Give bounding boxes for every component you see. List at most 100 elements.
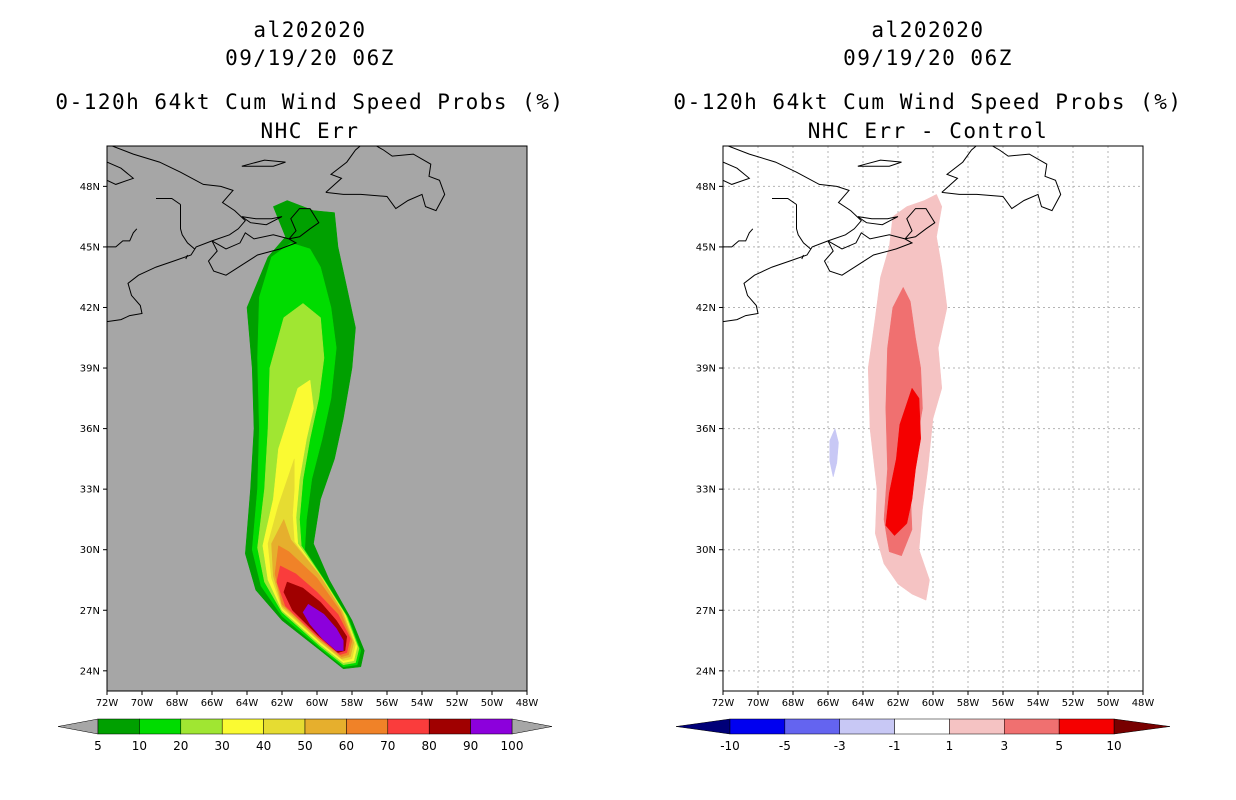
colorbar-extend-high bbox=[511, 718, 553, 735]
colorbar-extend-low bbox=[57, 718, 99, 735]
colorbar-extend-high bbox=[1113, 718, 1171, 735]
colorbar-label: 70 bbox=[380, 739, 395, 753]
colorbar: -10 -5 -3 -1 1 3 5 10 bbox=[675, 718, 1171, 753]
colorbar-label: 10 bbox=[1106, 739, 1121, 753]
coastline bbox=[180, 204, 195, 250]
colorbar-label: 80 bbox=[422, 739, 437, 753]
x-tick-label: 62W bbox=[887, 698, 910, 709]
colorbar-swatch bbox=[1058, 718, 1115, 735]
contour-5-region bbox=[885, 387, 921, 536]
x-tick-label: 56W bbox=[992, 698, 1015, 709]
panel1-chart: 72W 70W 68W 66W 64W 62W 60W 58W 56W 54W 52W 50W 48W 2… bbox=[57, 145, 553, 753]
coastline bbox=[325, 146, 446, 212]
x-tick-label: 50W bbox=[481, 698, 504, 709]
x-tick-label: 68W bbox=[166, 698, 189, 709]
coastline bbox=[857, 159, 902, 167]
y-tick-label: 33N bbox=[80, 485, 100, 496]
coastline bbox=[796, 204, 811, 250]
colorbar-label: 50 bbox=[297, 739, 312, 753]
coastline bbox=[772, 198, 797, 205]
coastline bbox=[723, 228, 754, 248]
colorbar-label: 100 bbox=[501, 739, 524, 753]
x-tick-label: 58W bbox=[341, 698, 364, 709]
y-tick-label: 24N bbox=[696, 666, 716, 677]
colorbar-label: 5 bbox=[94, 739, 102, 753]
colorbar-label: 5 bbox=[1055, 739, 1063, 753]
panel2-title-subtitle: NHC Err - Control bbox=[807, 119, 1049, 143]
x-tick-label: 48W bbox=[1132, 698, 1155, 709]
y-tick-label: 48N bbox=[80, 182, 100, 193]
panel2-title-product: 0-120h 64kt Cum Wind Speed Probs (%) bbox=[673, 90, 1183, 114]
colorbar-swatch bbox=[470, 718, 513, 735]
contour-neg1-region bbox=[829, 427, 839, 478]
coastline bbox=[107, 161, 135, 185]
y-tick-label: 33N bbox=[696, 485, 716, 496]
coastline bbox=[241, 159, 286, 167]
y-tick-label: 39N bbox=[696, 364, 716, 375]
colorbar-label: -5 bbox=[779, 739, 791, 753]
contour-90-region bbox=[302, 603, 344, 651]
colorbar-label: 30 bbox=[215, 739, 230, 753]
y-tick-label: 30N bbox=[696, 545, 716, 556]
y-tick-label: 45N bbox=[80, 242, 100, 253]
coastline bbox=[288, 208, 320, 240]
colorbar-label: -10 bbox=[720, 739, 740, 753]
colorbar-label: 10 bbox=[132, 739, 147, 753]
colorbar-label: 90 bbox=[463, 739, 478, 753]
panel1-title-subtitle: NHC Err bbox=[260, 119, 360, 143]
y-tick-label: 27N bbox=[80, 606, 100, 617]
colorbar-label: 20 bbox=[173, 739, 188, 753]
y-tick-label: 30N bbox=[80, 545, 100, 556]
y-tick-label: 45N bbox=[696, 242, 716, 253]
x-tick-label: 68W bbox=[782, 698, 805, 709]
coastline bbox=[156, 198, 181, 205]
colorbar-label: -3 bbox=[834, 739, 846, 753]
y-tick-label: 48N bbox=[696, 182, 716, 193]
colorbar-swatch bbox=[180, 718, 223, 735]
x-tick-label: 50W bbox=[1097, 698, 1120, 709]
colorbar: 5 10 20 30 40 50 60 70 80 90 100 bbox=[57, 718, 553, 753]
y-tick-label: 39N bbox=[80, 364, 100, 375]
colorbar-label: 3 bbox=[1000, 739, 1008, 753]
x-tick-label: 48W bbox=[516, 698, 539, 709]
x-tick-label: 52W bbox=[1062, 698, 1085, 709]
x-tick-label: 60W bbox=[922, 698, 945, 709]
y-tick-label: 24N bbox=[80, 666, 100, 677]
colorbar-swatch bbox=[346, 718, 389, 735]
x-tick-label: 66W bbox=[817, 698, 840, 709]
coastline bbox=[801, 254, 804, 260]
x-tick-label: 72W bbox=[96, 698, 119, 709]
y-tick-label: 42N bbox=[696, 303, 716, 314]
coastline bbox=[723, 161, 751, 185]
x-tick-label: 52W bbox=[446, 698, 469, 709]
coastline bbox=[941, 146, 1062, 212]
colorbar-swatch bbox=[387, 718, 430, 735]
colorbar-swatch bbox=[97, 718, 140, 735]
coastline bbox=[185, 254, 188, 260]
y-tick-label: 36N bbox=[80, 424, 100, 435]
x-tick-label: 66W bbox=[201, 698, 224, 709]
colorbar-swatch bbox=[784, 718, 840, 735]
panel2-title-datetime: 09/19/20 06Z bbox=[843, 46, 1013, 70]
colorbar-swatch bbox=[839, 718, 895, 735]
y-tick-label: 27N bbox=[696, 606, 716, 617]
x-tick-label: 64W bbox=[852, 698, 875, 709]
coastline bbox=[207, 232, 298, 276]
colorbar-swatch bbox=[139, 718, 182, 735]
panel1-title-storm-id: al202020 bbox=[253, 18, 367, 42]
colorbar-swatch bbox=[304, 718, 347, 735]
panel1-title-product: 0-120h 64kt Cum Wind Speed Probs (%) bbox=[55, 90, 565, 114]
colorbar-swatch bbox=[729, 718, 786, 735]
coastline bbox=[241, 216, 283, 226]
y-tick-label: 42N bbox=[80, 303, 100, 314]
x-tick-label: 62W bbox=[271, 698, 294, 709]
y-tick-label: 36N bbox=[696, 424, 716, 435]
x-tick-label: 60W bbox=[306, 698, 329, 709]
colorbar-swatch bbox=[949, 718, 1005, 735]
x-tick-label: 72W bbox=[712, 698, 735, 709]
x-tick-label: 64W bbox=[236, 698, 259, 709]
colorbar-label: 40 bbox=[256, 739, 271, 753]
coastline bbox=[857, 216, 899, 226]
panel2-title-storm-id: al202020 bbox=[871, 18, 985, 42]
x-tick-label: 54W bbox=[411, 698, 434, 709]
